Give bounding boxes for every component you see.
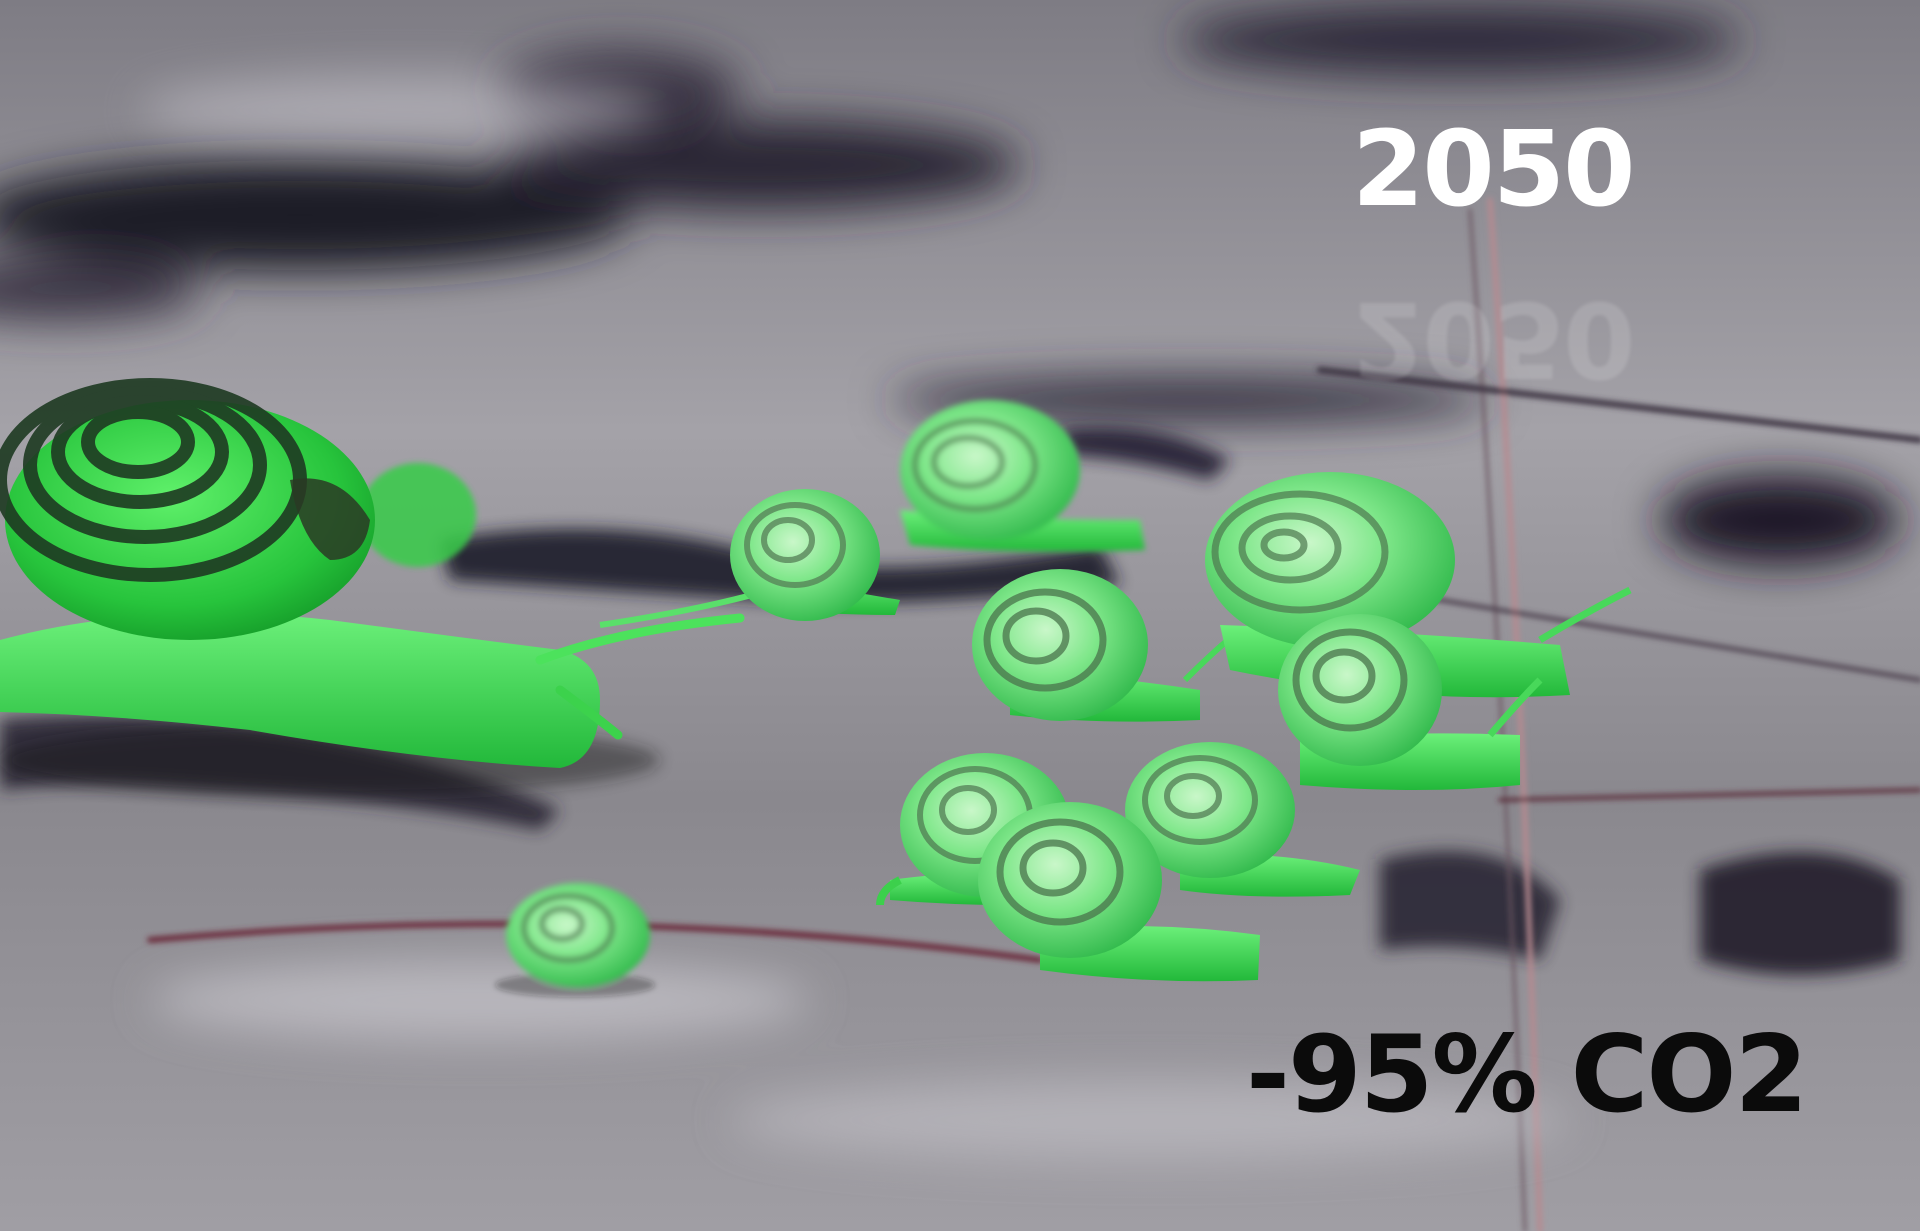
year-caption-reflection: 2050 [1352, 278, 1634, 400]
co2-reduction-caption: -95% CO2 [1246, 1013, 1808, 1136]
year-caption: 2050 [1352, 108, 1635, 230]
large-snail [0, 378, 745, 796]
background-puddles [0, 5, 1900, 565]
small-snails [495, 400, 1632, 997]
